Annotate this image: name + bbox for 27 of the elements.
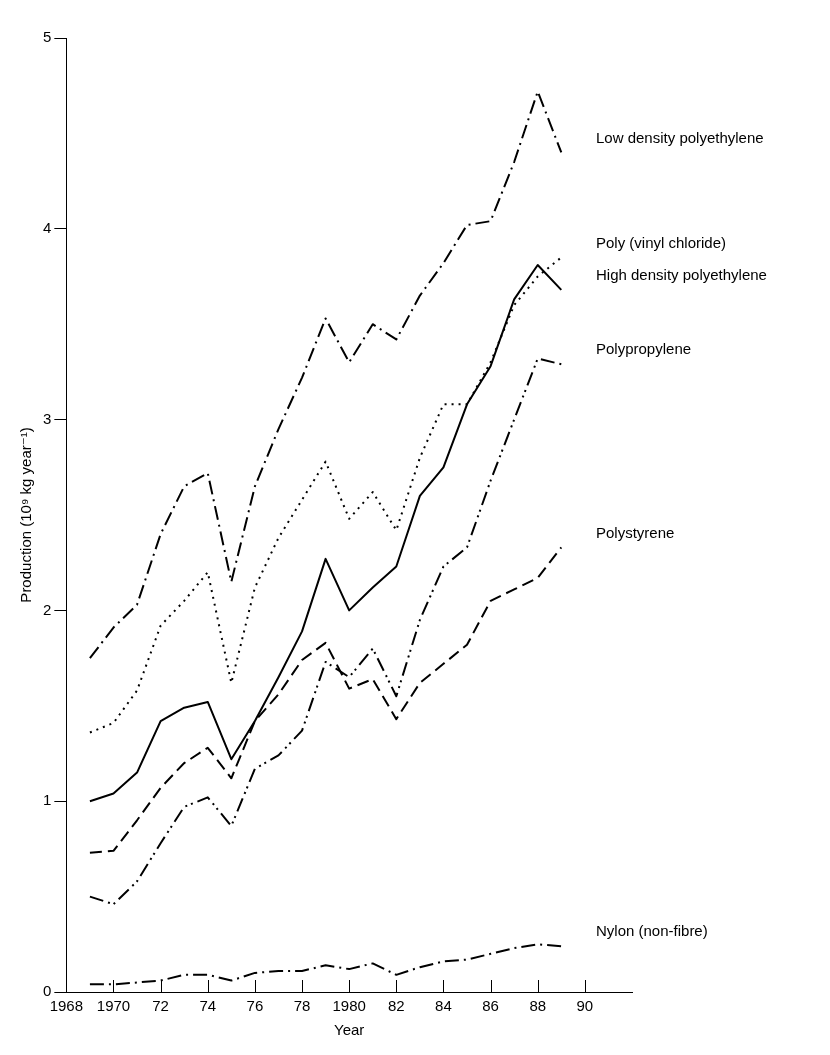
- y-tick-label: 1: [43, 791, 52, 809]
- y-tick-label: 5: [43, 28, 52, 46]
- text: High density polyethylene: [596, 266, 767, 283]
- x-tick-label: 1980: [332, 997, 366, 1015]
- x-tick-label: 88: [529, 997, 547, 1015]
- x-tick-label: 86: [482, 997, 499, 1015]
- x-tick-label: 1968: [49, 997, 84, 1015]
- y-tick-label: 0: [43, 982, 52, 1000]
- line-series: [88, 357, 563, 906]
- x-tick-label: 84: [435, 997, 452, 1015]
- x-axis-title: Year: [334, 1021, 365, 1039]
- text: Low density polyethylene: [596, 128, 764, 146]
- x-tick-label: 82: [387, 997, 405, 1015]
- y-axis-title: Production (10⁹ kg year⁻¹): [17, 427, 35, 603]
- x-tick-label: 72: [152, 997, 169, 1015]
- text: Nylon (non-fibre): [596, 922, 708, 940]
- text: Polypropylene: [596, 340, 692, 358]
- text: Polystyrene: [596, 523, 675, 541]
- x-tick-label: 76: [246, 997, 264, 1015]
- y-tick-label: 2: [43, 600, 52, 618]
- x-tick-label: 74: [199, 997, 217, 1015]
- text: Poly (vinyl chloride): [596, 233, 727, 251]
- x-tick-label: 1970: [96, 997, 131, 1015]
- x-tick-label: 78: [293, 997, 311, 1015]
- y-tick-label: 3: [43, 409, 52, 427]
- x-tick-label: 90: [576, 997, 594, 1015]
- y-tick-label: 4: [43, 218, 52, 236]
